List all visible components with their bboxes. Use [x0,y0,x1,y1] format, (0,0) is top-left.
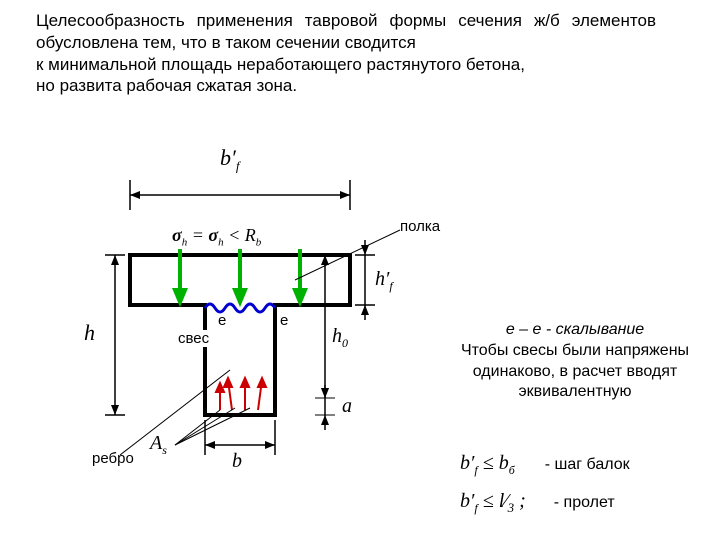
step-label: - шаг балок [545,456,630,474]
h0-label: h0 [332,325,348,351]
rebro-label: ребро [92,450,134,467]
t-section-diagram: b′f σh = σh < Rb h′f h h0 a b As e e пол… [70,170,440,470]
bf-prime-label: b′f [220,145,239,174]
right-notes: е – е - скалывание Чтобы свесы были напр… [450,320,700,403]
bf-le-bbeam: b′f ≤ bб [460,452,515,478]
e-left: e [218,312,226,329]
para-line1: Целесообразность применения тавровой фор… [36,11,522,30]
ee-note: е – е - скалывание [450,320,700,341]
sves-label: свес [175,330,212,347]
intro-paragraph: Целесообразность применения тавровой фор… [36,10,656,97]
e-right: e [280,312,288,329]
h-label: h [84,320,95,346]
para-line4: но развита рабочая сжатая зона. [36,76,297,95]
row-beam-step: b′f ≤ bб - шаг балок [460,452,630,478]
b-label: b [232,450,242,473]
As-label: As [150,432,167,458]
span-label: - пролет [554,494,615,512]
sigma-expression: σh = σh < Rb [170,225,263,249]
equiv-note: Чтобы свесы были напряжены одинаково, в … [450,341,700,403]
bf-le-l3: b′f ≤ l⁄3 ; [460,490,526,516]
a-label: a [342,395,352,418]
polka-label: полка [400,218,440,235]
hf-prime-label: h′f [375,268,393,294]
para-line3: к минимальной площадь неработающего раст… [36,55,525,74]
row-span: b′f ≤ l⁄3 ; - пролет [460,490,615,516]
